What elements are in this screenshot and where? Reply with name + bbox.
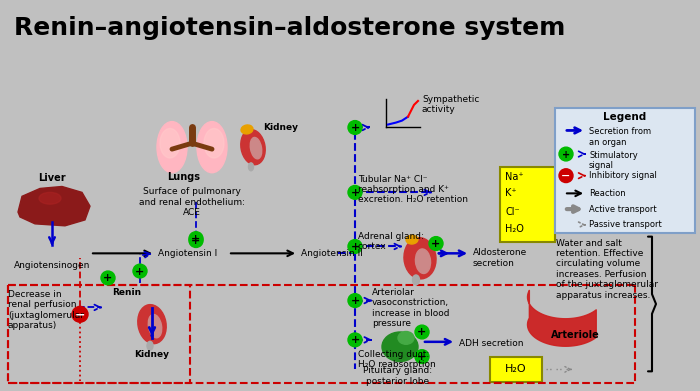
Text: Kidney: Kidney xyxy=(134,350,169,359)
Text: −: − xyxy=(561,171,570,181)
Text: Lungs: Lungs xyxy=(167,172,200,182)
Ellipse shape xyxy=(415,249,430,273)
Circle shape xyxy=(559,147,573,161)
Text: Water and salt
retention. Effective
circulating volume
increases. Perfusion
of t: Water and salt retention. Effective circ… xyxy=(556,239,658,300)
Text: Adrenal gland:
cortex: Adrenal gland: cortex xyxy=(358,232,424,251)
Circle shape xyxy=(415,350,429,364)
Ellipse shape xyxy=(197,122,227,173)
Text: Stimulatory
signal: Stimulatory signal xyxy=(589,151,638,170)
Text: +: + xyxy=(351,296,360,306)
Text: Surface of pulmonary
and renal endothelium:
ACE: Surface of pulmonary and renal endotheli… xyxy=(139,187,245,217)
Ellipse shape xyxy=(204,129,224,158)
Circle shape xyxy=(189,232,203,246)
Text: Arteriole: Arteriole xyxy=(551,330,599,340)
Text: ADH secretion: ADH secretion xyxy=(459,339,524,348)
Circle shape xyxy=(559,169,573,183)
Text: Renin–angiotensin–aldosterone system: Renin–angiotensin–aldosterone system xyxy=(14,16,566,40)
Ellipse shape xyxy=(241,125,253,134)
Text: +: + xyxy=(104,273,113,283)
Text: +: + xyxy=(351,242,360,252)
Ellipse shape xyxy=(406,235,418,244)
Text: Inhibitory signal: Inhibitory signal xyxy=(589,171,657,180)
Text: −: − xyxy=(75,308,85,321)
Ellipse shape xyxy=(251,138,262,159)
Text: +: + xyxy=(351,188,360,198)
Circle shape xyxy=(429,237,443,250)
Circle shape xyxy=(348,240,362,253)
Text: +: + xyxy=(191,236,201,246)
Circle shape xyxy=(72,307,88,322)
Text: Reaction: Reaction xyxy=(589,189,626,198)
Text: Pituitary gland:
posterior lobe: Pituitary gland: posterior lobe xyxy=(363,366,433,386)
Circle shape xyxy=(415,325,429,339)
Text: Angiotensin II: Angiotensin II xyxy=(301,249,363,258)
Text: Angiotensin I: Angiotensin I xyxy=(158,249,217,258)
Circle shape xyxy=(101,271,115,285)
Ellipse shape xyxy=(160,129,180,158)
Text: Legend: Legend xyxy=(603,112,647,122)
Text: Angiotensinogen: Angiotensinogen xyxy=(14,261,90,270)
FancyBboxPatch shape xyxy=(500,167,555,242)
Text: Liver: Liver xyxy=(38,172,66,183)
Circle shape xyxy=(133,264,147,278)
Text: +: + xyxy=(351,335,360,345)
Text: Arteriolar
vasoconstriction,
increase in blood
pressure: Arteriolar vasoconstriction, increase in… xyxy=(372,288,449,328)
Text: +: + xyxy=(191,234,201,244)
Polygon shape xyxy=(18,187,90,226)
Text: Collecting duct:
H₂O reabsorption: Collecting duct: H₂O reabsorption xyxy=(358,350,435,369)
Text: Aldosterone
secretion: Aldosterone secretion xyxy=(473,248,527,268)
Text: Sympathetic
activity: Sympathetic activity xyxy=(422,95,480,115)
Text: +: + xyxy=(135,267,145,276)
Ellipse shape xyxy=(412,275,419,285)
Text: +: + xyxy=(417,328,426,337)
Circle shape xyxy=(348,333,362,347)
FancyBboxPatch shape xyxy=(555,108,695,233)
Text: Cl⁻: Cl⁻ xyxy=(505,207,519,217)
Text: Decrease in
renal perfusion
(juxtaglomerular
apparatus): Decrease in renal perfusion (juxtaglomer… xyxy=(8,290,84,330)
Text: Active transport: Active transport xyxy=(589,204,657,213)
Ellipse shape xyxy=(404,238,436,279)
Ellipse shape xyxy=(382,332,418,362)
Text: Passive transport: Passive transport xyxy=(589,221,661,230)
FancyBboxPatch shape xyxy=(490,357,542,382)
Ellipse shape xyxy=(248,163,253,171)
Text: +: + xyxy=(417,352,426,362)
Text: H₂O: H₂O xyxy=(505,364,527,374)
Circle shape xyxy=(348,185,362,199)
Ellipse shape xyxy=(148,314,162,338)
Text: Na⁺: Na⁺ xyxy=(505,172,524,182)
Text: Renin: Renin xyxy=(112,288,141,297)
Ellipse shape xyxy=(241,129,265,165)
Text: +: + xyxy=(431,239,440,249)
Text: H₂O: H₂O xyxy=(505,224,524,234)
Ellipse shape xyxy=(39,192,61,204)
Ellipse shape xyxy=(157,122,187,173)
Text: Tubular Na⁺ Cl⁻
reabsorption and K⁺
excretion. H₂O retention: Tubular Na⁺ Cl⁻ reabsorption and K⁺ excr… xyxy=(358,175,468,204)
Ellipse shape xyxy=(138,305,166,344)
Text: +: + xyxy=(562,149,570,160)
Circle shape xyxy=(348,294,362,307)
Text: Secretion from
an organ: Secretion from an organ xyxy=(589,127,651,147)
Circle shape xyxy=(189,234,203,248)
Text: Kidney: Kidney xyxy=(263,123,298,132)
Ellipse shape xyxy=(398,332,414,344)
Ellipse shape xyxy=(147,341,153,350)
Text: K⁺: K⁺ xyxy=(505,188,517,198)
Text: +: + xyxy=(351,123,360,133)
Circle shape xyxy=(348,120,362,135)
